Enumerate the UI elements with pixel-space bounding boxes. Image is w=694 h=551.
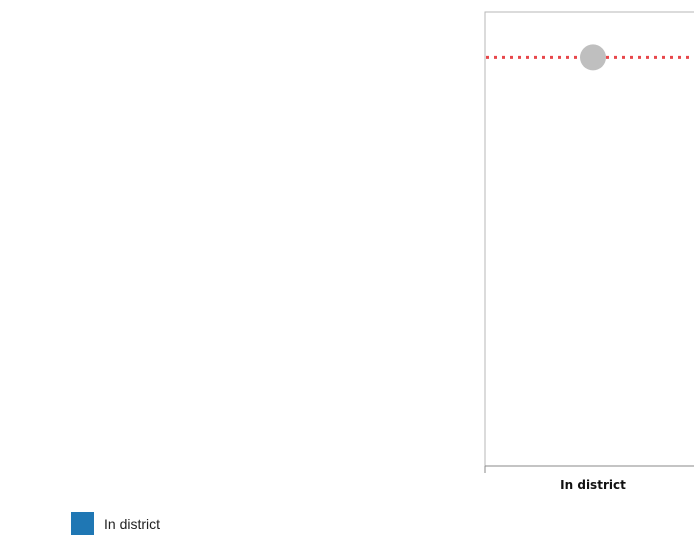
plot-area-frame <box>484 11 694 467</box>
legend: In district <box>71 512 160 535</box>
legend-label-in-district: In district <box>104 515 161 532</box>
x-tick-label-in-district: In district <box>560 478 626 492</box>
chart-marks <box>486 44 694 71</box>
legend-swatch-in-district <box>71 512 94 535</box>
reference-point-in-district <box>580 44 606 71</box>
